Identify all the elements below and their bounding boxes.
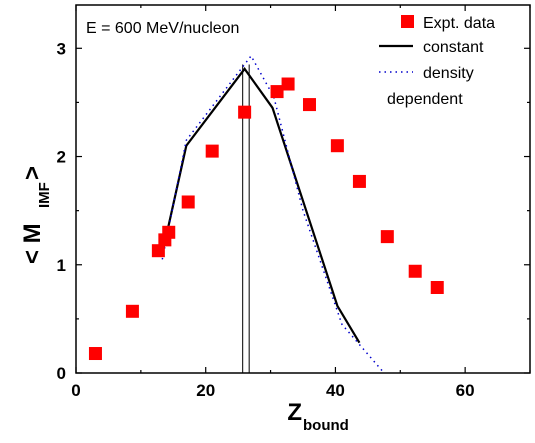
y-tick-label: 2 [57,148,66,167]
data-markers [88,77,444,361]
data-point [205,144,219,158]
data-point [408,264,422,278]
y-tick-label: 1 [57,256,66,275]
data-point [430,280,444,294]
plot-frame [75,4,531,374]
axis-ticks [75,5,531,374]
legend-label-expt: Expt. data [423,15,495,32]
x-tick-label: 60 [456,381,475,400]
data-point [125,304,139,318]
data-point [238,105,252,119]
data-point [281,77,295,91]
x-axis-title-subscript: bound [303,417,349,434]
y-axis-title: < M IMF > [19,166,53,264]
x-axis-title: Z [287,399,302,426]
y-axis-title-suffix: > [19,166,46,180]
legend-label-constant: constant [423,39,484,56]
density-dependent-curve [161,54,385,374]
data-point [181,195,195,209]
constant-curve [161,67,361,344]
legend-label-density-1: density [423,65,474,82]
y-tick-label: 0 [57,364,66,383]
data-point [352,174,366,188]
tick-labels: 0 20 40 60 0 1 2 3 [57,39,475,400]
y-axis-title-subscript: IMF [36,182,53,208]
x-tick-label: 20 [196,381,215,400]
data-point [330,139,344,153]
data-point [151,244,165,258]
y-tick-label: 3 [57,39,66,58]
data-point [380,230,394,244]
energy-annotation: E = 600 MeV/nucleon [86,20,239,37]
data-point [88,347,102,361]
data-point [302,98,316,112]
legend-label-density-2: dependent [387,91,463,108]
x-tick-label: 0 [71,381,80,400]
legend-marker-expt [401,15,414,28]
legend: Expt. data constant density dependent [379,15,495,108]
y-axis-title-main: < M [19,223,46,264]
x-tick-label: 40 [326,381,345,400]
data-point [162,225,176,239]
model-curves [161,54,385,374]
data-point [270,85,284,99]
